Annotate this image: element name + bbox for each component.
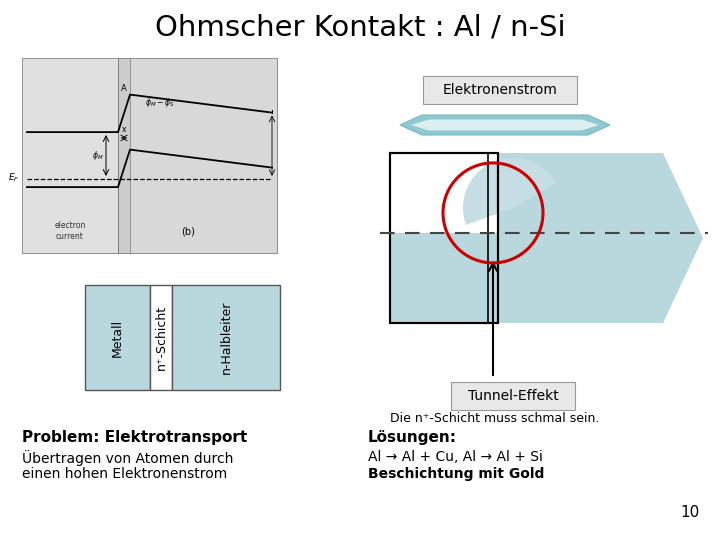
Text: $E_F$: $E_F$ xyxy=(8,172,19,184)
Bar xyxy=(85,285,150,390)
Text: Tunnel-Effekt: Tunnel-Effekt xyxy=(467,389,559,403)
Text: Metall: Metall xyxy=(111,319,124,356)
Text: $\phi_M$: $\phi_M$ xyxy=(92,149,104,162)
Bar xyxy=(130,58,277,253)
Polygon shape xyxy=(498,153,703,323)
Wedge shape xyxy=(463,158,557,225)
Text: Übertragen von Atomen durch: Übertragen von Atomen durch xyxy=(22,450,233,466)
Bar xyxy=(22,58,277,253)
Bar xyxy=(22,58,118,253)
Bar xyxy=(390,153,498,323)
Polygon shape xyxy=(400,115,610,135)
Text: A: A xyxy=(121,84,127,92)
Bar xyxy=(390,233,498,323)
Bar xyxy=(172,285,280,390)
Text: einen hohen Elektronenstrom: einen hohen Elektronenstrom xyxy=(22,467,228,481)
Text: n⁺-Schicht: n⁺-Schicht xyxy=(155,305,168,370)
Bar xyxy=(22,58,118,253)
Text: x: x xyxy=(122,125,126,134)
Text: Lösungen:: Lösungen: xyxy=(368,430,457,445)
Bar xyxy=(150,285,172,390)
Bar xyxy=(130,58,277,253)
Bar xyxy=(390,153,498,233)
Text: (b): (b) xyxy=(181,226,194,236)
Polygon shape xyxy=(411,119,599,131)
Text: Die n⁺-Schicht muss schmal sein.: Die n⁺-Schicht muss schmal sein. xyxy=(390,411,599,424)
Text: electron
current: electron current xyxy=(54,221,86,241)
FancyBboxPatch shape xyxy=(451,382,575,410)
Text: n-Halbleiter: n-Halbleiter xyxy=(220,301,233,374)
Bar xyxy=(390,153,498,323)
Text: Problem: Elektrotransport: Problem: Elektrotransport xyxy=(22,430,247,445)
Text: 10: 10 xyxy=(680,505,700,520)
Text: Al → Al + Cu, Al → Al + Si: Al → Al + Cu, Al → Al + Si xyxy=(368,450,543,464)
Bar xyxy=(118,58,130,253)
Text: Elektronenstrom: Elektronenstrom xyxy=(443,83,557,97)
Text: Ohmscher Kontakt : Al / n-Si: Ohmscher Kontakt : Al / n-Si xyxy=(155,14,565,42)
FancyBboxPatch shape xyxy=(423,76,577,104)
Text: Beschichtung mit Gold: Beschichtung mit Gold xyxy=(368,467,544,481)
Text: $\phi_M - \phi_S$: $\phi_M - \phi_S$ xyxy=(145,96,174,109)
